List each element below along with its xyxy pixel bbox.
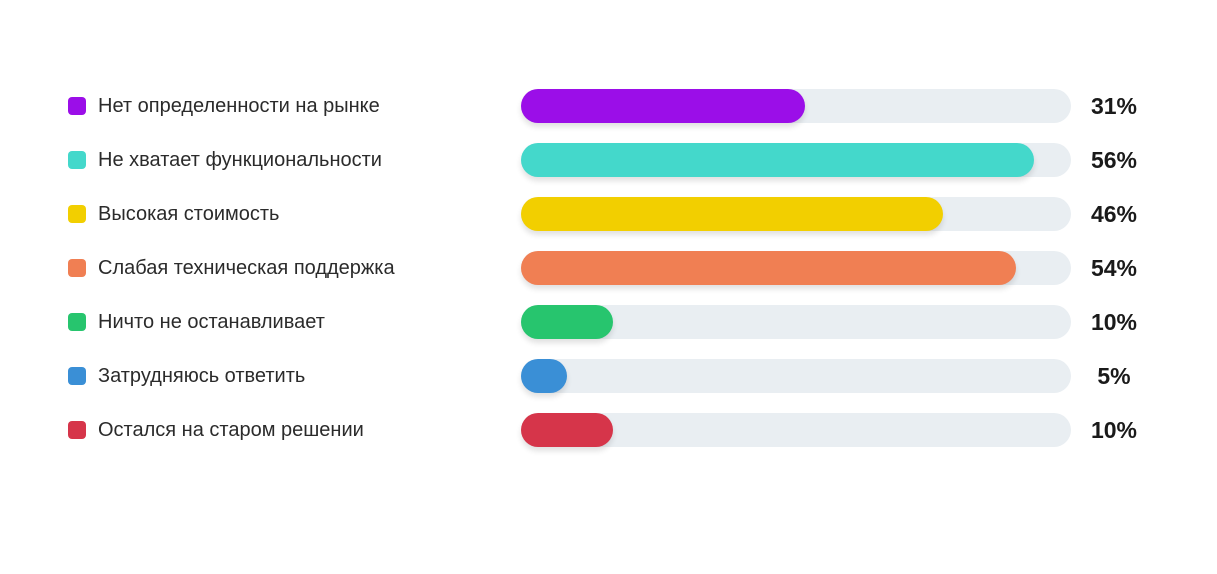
category-label: Ничто не останавливает <box>98 311 325 333</box>
legend-swatch <box>68 421 86 439</box>
bar-track <box>521 197 1071 231</box>
data-label: 56% <box>1090 147 1138 173</box>
data-label: 5% <box>1097 363 1131 389</box>
bar <box>521 251 1016 285</box>
bar-row: Нет определенности на рынке 31% <box>0 89 1217 123</box>
category-label: Нет определенности на рынке <box>98 95 380 117</box>
bar-row: Затрудняюсь ответить 5% <box>0 359 1217 393</box>
bar-track <box>521 413 1071 447</box>
category-label: Высокая стоимость <box>98 203 280 225</box>
bar <box>521 413 613 447</box>
legend-swatch <box>68 259 86 277</box>
legend-swatch <box>68 205 86 223</box>
bar <box>521 359 567 393</box>
data-label: 46% <box>1090 201 1138 227</box>
bar-track <box>521 89 1071 123</box>
legend-swatch <box>68 97 86 115</box>
category-label: Слабая техническая поддержка <box>98 257 395 279</box>
legend-swatch <box>68 367 86 385</box>
bar-track <box>521 251 1071 285</box>
data-label: 10% <box>1090 309 1138 335</box>
bar-row: Не хватает функциональности 56% <box>0 143 1217 177</box>
data-label: 54% <box>1090 255 1138 281</box>
bar-track <box>521 143 1071 177</box>
bar <box>521 89 805 123</box>
data-label: 31% <box>1090 93 1138 119</box>
bar <box>521 197 943 231</box>
category-label: Остался на старом решении <box>98 419 364 441</box>
bar-row: Ничто не останавливает 10% <box>0 305 1217 339</box>
category-label: Не хватает функциональности <box>98 149 382 171</box>
bar-row: Слабая техническая поддержка 54% <box>0 251 1217 285</box>
category-label: Затрудняюсь ответить <box>98 365 306 387</box>
bar-track <box>521 359 1071 393</box>
bar-row: Остался на старом решении 10% <box>0 413 1217 447</box>
bar-track <box>521 305 1071 339</box>
legend-swatch <box>68 151 86 169</box>
data-label: 10% <box>1090 417 1138 443</box>
bar <box>521 305 613 339</box>
legend-swatch <box>68 313 86 331</box>
bar <box>521 143 1034 177</box>
bar-row: Высокая стоимость 46% <box>0 197 1217 231</box>
